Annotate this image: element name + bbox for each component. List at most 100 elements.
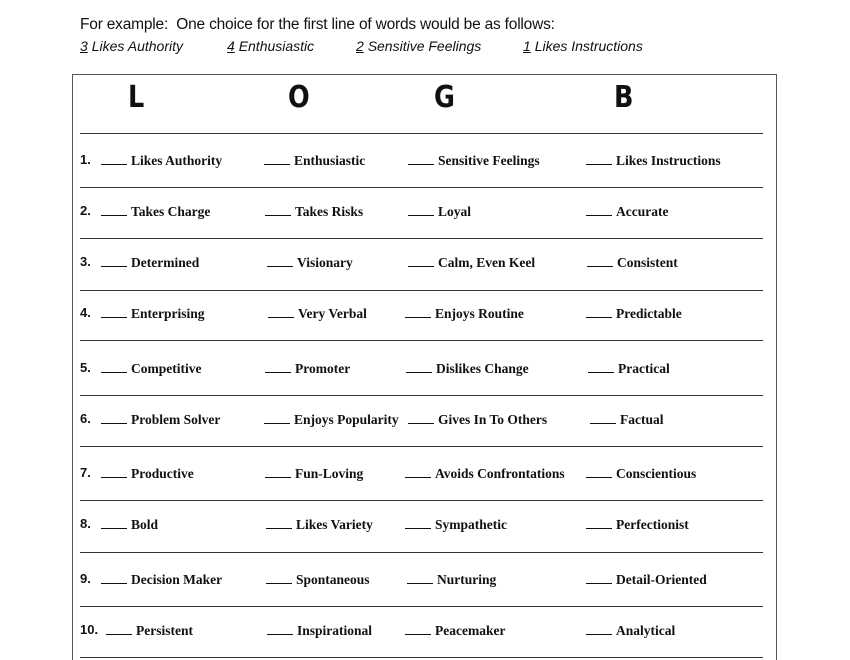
divider-line [80,500,763,501]
rank-blank[interactable] [267,622,293,635]
choice-item: Problem Solver [101,411,220,428]
question-row: 7. Productive Fun-Loving Avoids Confrontati… [0,465,850,483]
rank-blank[interactable] [101,571,127,584]
rank-blank[interactable] [405,516,431,529]
rank-blank[interactable] [405,305,431,318]
rank-blank[interactable] [408,203,434,216]
example-choice: 4 Enthusiastic [227,38,314,54]
rank-blank[interactable] [101,465,127,478]
choice-item: Sympathetic [405,516,507,533]
rank-blank[interactable] [101,305,127,318]
column-header-o: O [288,80,310,115]
rank-blank[interactable] [264,152,290,165]
rank-blank[interactable] [406,360,432,373]
choice-label: Bold [131,517,159,532]
rank-blank[interactable] [586,305,612,318]
rank-blank[interactable] [101,152,127,165]
row-number: 7. [80,465,91,480]
choice-item: Bold [101,516,158,533]
rank-blank[interactable] [405,622,431,635]
rank-blank[interactable] [586,203,612,216]
rank-blank[interactable] [265,203,291,216]
rank-blank[interactable] [407,571,433,584]
choice-item: Promoter [265,360,350,377]
rank-blank[interactable] [586,152,612,165]
choice-item: Enthusiastic [264,152,365,169]
choice-item: Likes Instructions [586,152,721,169]
choice-label: Very Verbal [298,306,367,321]
example-label: Likes Instructions [534,38,643,54]
choice-label: Fun-Loving [295,466,364,481]
rank-blank[interactable] [265,360,291,373]
rank-blank[interactable] [586,516,612,529]
column-header-b: B [614,80,634,115]
rank-blank[interactable] [405,465,431,478]
rank-blank[interactable] [106,622,132,635]
choice-label: Peacemaker [435,623,506,638]
choice-label: Promoter [295,361,351,376]
example-choice: 1 Likes Instructions [523,38,643,54]
choice-label: Analytical [616,623,676,638]
rank-blank[interactable] [590,411,616,424]
choice-label: Predictable [616,306,682,321]
rank-blank[interactable] [586,465,612,478]
choice-label: Nurturing [437,572,497,587]
choice-label: Sensitive Feelings [438,153,540,168]
choice-item: Factual [590,411,664,428]
rank-blank[interactable] [586,571,612,584]
choice-label: Factual [620,412,664,427]
choice-label: Accurate [616,204,669,219]
example-rank: 1 [523,38,531,54]
choice-label: Perfectionist [616,517,689,532]
choice-item: Inspirational [267,622,372,639]
choice-item: Persistent [106,622,193,639]
row-number: 9. [80,571,91,586]
choice-item: Nurturing [407,571,496,588]
rank-blank[interactable] [266,571,292,584]
row-number: 8. [80,516,91,531]
rank-blank[interactable] [265,465,291,478]
column-header-g: G [434,80,455,115]
question-row: 2. Takes Charge Takes Risks Loyal Accurate [0,203,850,221]
rank-blank[interactable] [588,360,614,373]
choice-label: Calm, Even Keel [438,255,536,270]
rank-blank[interactable] [264,411,290,424]
choice-item: Accurate [586,203,668,220]
choice-item: Spontaneous [266,571,370,588]
rank-blank[interactable] [408,411,434,424]
choice-item: Decision Maker [101,571,222,588]
rank-blank[interactable] [408,152,434,165]
rank-blank[interactable] [586,622,612,635]
divider-line [80,395,763,396]
choice-label: Gives In To Others [438,412,548,427]
rank-blank[interactable] [101,516,127,529]
row-number: 10. [80,622,99,637]
choice-label: Enthusiastic [294,153,366,168]
choice-item: Likes Variety [266,516,373,533]
example-label: Sensitive Feelings [367,38,482,54]
rank-blank[interactable] [408,254,434,267]
choice-item: Gives In To Others [408,411,547,428]
choice-item: Loyal [408,203,471,220]
rank-blank[interactable] [101,203,127,216]
choice-item: Productive [101,465,194,482]
rank-blank[interactable] [268,305,294,318]
choice-label: Likes Variety [296,517,373,532]
row-number: 2. [80,203,91,218]
choice-item: Analytical [586,622,675,639]
choice-label: Avoids Confrontations [435,466,565,481]
column-header-l: L [128,80,145,115]
choice-item: Practical [588,360,670,377]
rank-blank[interactable] [101,254,127,267]
divider-line [80,133,763,134]
rank-blank[interactable] [267,254,293,267]
choice-label: Competitive [131,361,202,376]
choice-label: Loyal [438,204,472,219]
rank-blank[interactable] [101,360,127,373]
rank-blank[interactable] [266,516,292,529]
rank-blank[interactable] [587,254,613,267]
choice-item: Enjoys Routine [405,305,524,322]
rank-blank[interactable] [101,411,127,424]
choice-item: Calm, Even Keel [408,254,535,271]
